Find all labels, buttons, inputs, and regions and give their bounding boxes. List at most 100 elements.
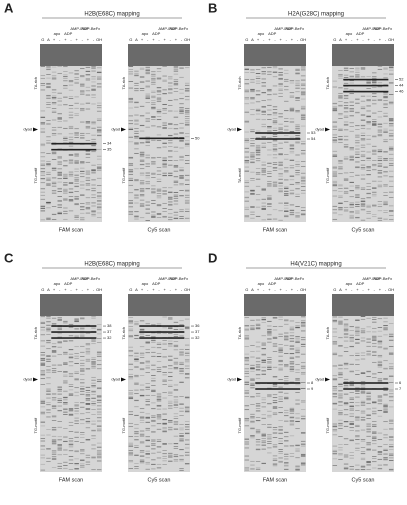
band	[267, 410, 272, 412]
band	[388, 67, 394, 69]
band	[366, 426, 371, 427]
band	[168, 145, 173, 147]
band	[46, 218, 51, 220]
band	[134, 389, 139, 391]
band	[289, 416, 295, 418]
band	[139, 459, 145, 461]
band	[284, 188, 289, 190]
band	[173, 196, 179, 198]
band	[145, 183, 150, 185]
band	[278, 74, 283, 76]
band	[51, 97, 57, 98]
band	[57, 342, 62, 344]
band	[377, 186, 383, 188]
band	[338, 413, 343, 415]
band	[91, 202, 96, 204]
band	[295, 428, 300, 430]
band	[128, 328, 134, 330]
band	[85, 369, 91, 370]
band	[295, 169, 300, 171]
band	[151, 188, 156, 190]
band	[278, 429, 283, 431]
band	[377, 341, 383, 343]
band	[63, 120, 68, 122]
band	[139, 206, 145, 207]
band	[168, 78, 173, 80]
band	[184, 107, 190, 109]
band	[91, 403, 96, 405]
band	[332, 155, 338, 157]
band	[383, 115, 388, 117]
band	[300, 153, 306, 155]
band	[173, 83, 179, 85]
band	[173, 137, 179, 138]
band	[244, 418, 250, 420]
band	[40, 205, 46, 207]
site-label: 34	[107, 141, 112, 146]
band	[383, 166, 388, 168]
sign: -	[59, 37, 61, 42]
band	[349, 158, 354, 160]
band	[145, 72, 150, 73]
band	[255, 137, 261, 139]
band	[278, 460, 283, 462]
band	[128, 450, 134, 452]
band	[96, 201, 102, 202]
band	[63, 85, 68, 87]
band	[267, 195, 272, 196]
band	[332, 393, 338, 395]
band	[332, 109, 338, 111]
band	[145, 165, 150, 167]
band	[57, 465, 62, 467]
sign: -	[286, 287, 288, 292]
band	[278, 162, 283, 164]
band	[184, 118, 190, 120]
band	[168, 135, 173, 137]
band	[51, 351, 57, 353]
band	[295, 216, 300, 218]
band	[332, 107, 338, 109]
band	[383, 325, 388, 327]
band	[360, 358, 366, 360]
control-lane: OH	[388, 287, 394, 292]
band	[46, 66, 51, 68]
band	[289, 335, 295, 337]
panel-title: H4(V21C) mapping	[290, 262, 341, 268]
band	[289, 353, 295, 354]
band	[46, 457, 51, 459]
band	[51, 98, 57, 100]
band	[338, 321, 343, 323]
band	[278, 182, 283, 184]
band	[366, 189, 371, 190]
band	[74, 83, 79, 84]
band	[267, 341, 272, 343]
band	[372, 96, 377, 97]
band	[377, 446, 383, 448]
band	[355, 217, 360, 219]
band	[68, 408, 74, 409]
band	[63, 441, 68, 443]
band	[343, 124, 349, 126]
band	[295, 215, 300, 216]
band	[349, 413, 354, 415]
band	[360, 67, 366, 69]
band	[383, 428, 388, 430]
band	[272, 384, 278, 386]
band	[338, 73, 343, 75]
band	[366, 371, 371, 373]
band	[162, 164, 167, 165]
band	[156, 193, 162, 194]
band	[255, 73, 261, 74]
band	[289, 348, 295, 350]
band	[332, 319, 338, 321]
band	[255, 101, 261, 103]
band	[128, 107, 134, 109]
band	[289, 363, 295, 365]
condition: apo	[346, 31, 353, 36]
band	[145, 212, 150, 214]
band	[250, 327, 255, 329]
band	[388, 125, 394, 127]
band	[57, 439, 62, 441]
band	[46, 173, 51, 175]
band	[366, 157, 371, 159]
